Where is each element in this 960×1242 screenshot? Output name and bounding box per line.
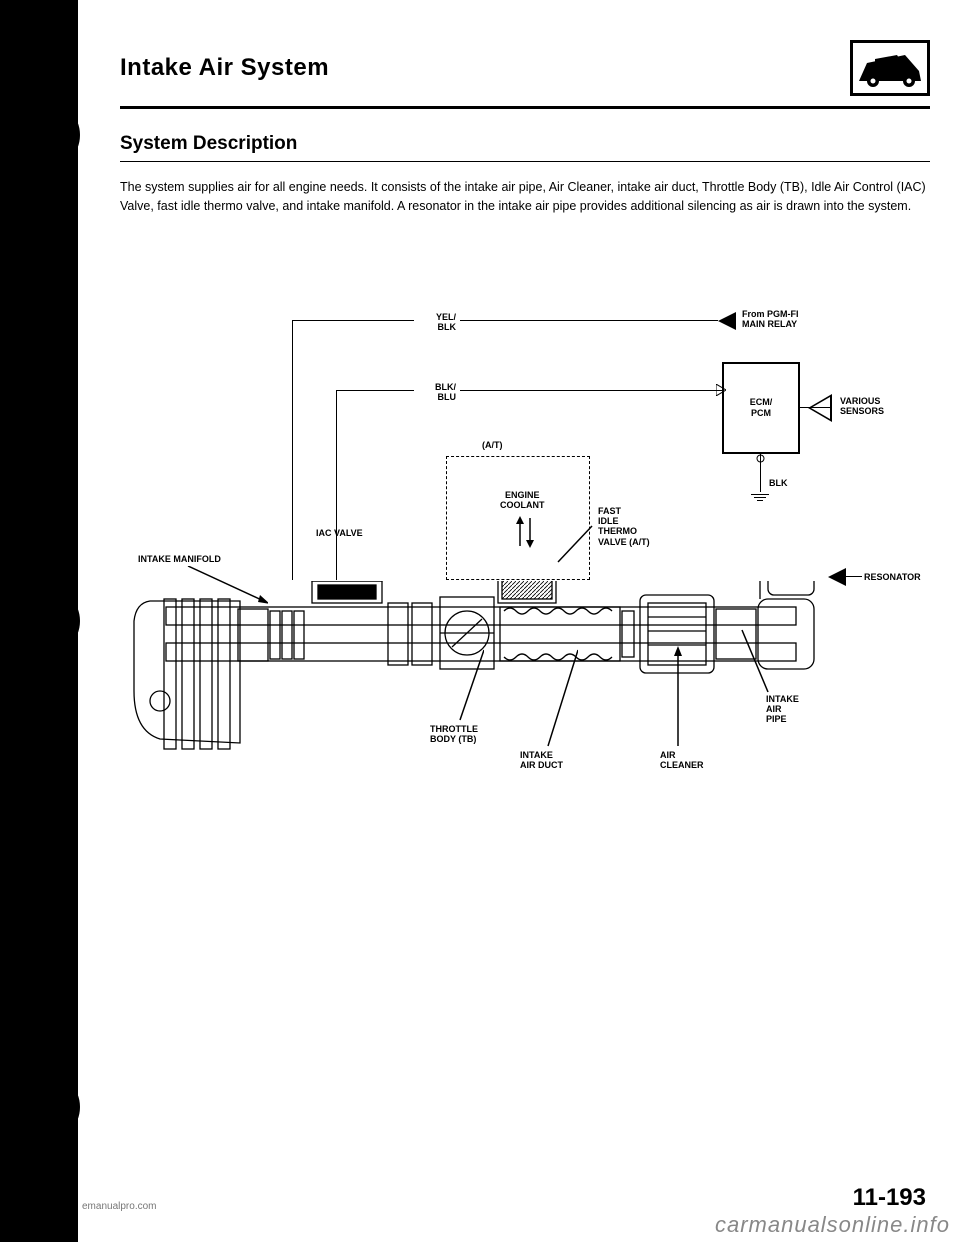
wire bbox=[846, 576, 862, 577]
wire bbox=[336, 390, 414, 391]
wire bbox=[460, 320, 718, 321]
ecm-pcm-box: ECM/ PCM bbox=[722, 362, 800, 454]
page-title: Intake Air System bbox=[120, 54, 329, 82]
at-label: (A/T) bbox=[482, 440, 503, 450]
wire-blk-blu-label: BLK/ BLU bbox=[420, 382, 456, 403]
intake-assembly-drawing bbox=[120, 581, 900, 781]
ground-icon bbox=[751, 494, 769, 501]
binder-ring bbox=[20, 586, 80, 656]
rule-thin bbox=[120, 161, 930, 162]
engine-coolant-label: ENGINE COOLANT bbox=[500, 490, 545, 511]
wire bbox=[336, 390, 337, 580]
page-content: Intake Air System System Description The… bbox=[120, 40, 930, 826]
binder-ring bbox=[20, 100, 80, 170]
binder-ring bbox=[20, 1072, 80, 1142]
wire-blk-label: BLK bbox=[769, 478, 788, 488]
rule-thick bbox=[120, 106, 930, 109]
connector-icon bbox=[716, 384, 726, 396]
car-glyph bbox=[855, 45, 925, 91]
intake-air-diagram: From PGM-FI MAIN RELAY YEL/ BLK BLK/ BLU… bbox=[120, 306, 930, 826]
watermark-site: carmanualsonline.info bbox=[715, 1212, 950, 1238]
intake-manifold-label: INTAKE MANIFOLD bbox=[138, 554, 221, 564]
page-number: 11-193 bbox=[853, 1184, 926, 1212]
fast-idle-thermo-label: FAST IDLE THERMO VALVE (A/T) bbox=[598, 506, 650, 547]
coolant-arrows-icon bbox=[515, 516, 535, 548]
watermark-source: emanualpro.com bbox=[82, 1201, 156, 1212]
section-body: The system supplies air for all engine n… bbox=[120, 178, 930, 216]
leader-line bbox=[552, 522, 596, 566]
section-title: System Description bbox=[120, 133, 930, 155]
various-sensors-label: VARIOUS SENSORS bbox=[840, 396, 884, 417]
wire bbox=[292, 320, 293, 580]
wire bbox=[292, 320, 414, 321]
wire-yel-blk-label: YEL/ BLK bbox=[420, 312, 456, 333]
car-icon bbox=[850, 40, 930, 96]
node-icon bbox=[756, 454, 765, 463]
arrow-left-icon bbox=[718, 312, 736, 330]
wire bbox=[460, 390, 724, 391]
arrow-outline-icon bbox=[808, 394, 832, 422]
ecm-pcm-label: ECM/ PCM bbox=[750, 397, 773, 419]
relay-label: From PGM-FI MAIN RELAY bbox=[742, 309, 799, 330]
iac-valve-label: IAC VALVE bbox=[316, 528, 363, 538]
page-binding bbox=[0, 0, 78, 1242]
wire bbox=[800, 407, 832, 408]
page-header: Intake Air System bbox=[120, 40, 930, 104]
